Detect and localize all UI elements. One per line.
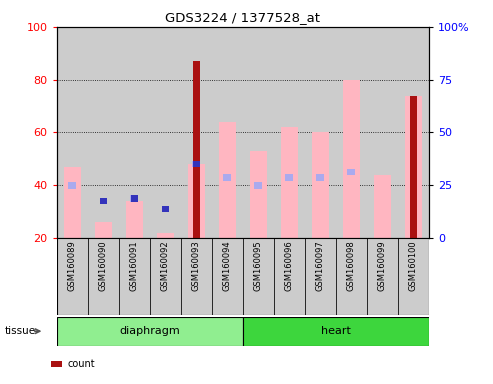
Bar	[243, 27, 274, 238]
Text: GSM160099: GSM160099	[378, 240, 387, 291]
Text: GSM160100: GSM160100	[409, 240, 418, 291]
Bar	[250, 151, 267, 238]
Text: GSM160092: GSM160092	[161, 240, 170, 291]
Bar	[312, 132, 329, 238]
Bar	[254, 182, 262, 189]
Bar	[398, 238, 429, 315]
Bar	[405, 96, 422, 238]
Text: GSM160090: GSM160090	[99, 240, 108, 291]
Bar	[223, 174, 231, 180]
Bar	[410, 174, 417, 180]
Bar	[69, 182, 76, 189]
Bar	[343, 79, 360, 238]
Bar	[188, 164, 205, 238]
Bar	[130, 195, 138, 202]
Bar	[126, 201, 143, 238]
Bar	[281, 127, 298, 238]
Bar	[131, 195, 138, 202]
Bar	[212, 238, 243, 315]
Bar	[192, 161, 200, 167]
Text: GSM160096: GSM160096	[285, 240, 294, 291]
Bar	[181, 27, 212, 238]
Bar	[57, 238, 88, 315]
Bar	[274, 27, 305, 238]
Bar	[157, 233, 174, 238]
Bar	[57, 27, 88, 238]
Bar	[88, 238, 119, 315]
Bar	[285, 174, 293, 180]
Bar	[150, 27, 181, 238]
Bar	[193, 161, 200, 167]
Bar	[51, 361, 62, 367]
Bar	[57, 317, 243, 346]
Bar	[317, 174, 324, 180]
Bar	[305, 238, 336, 315]
Bar	[88, 27, 119, 238]
Text: GSM160094: GSM160094	[223, 240, 232, 291]
Bar	[243, 238, 274, 315]
Text: diaphragm: diaphragm	[119, 326, 180, 336]
Bar	[162, 206, 169, 212]
Bar	[95, 222, 112, 238]
Bar	[212, 27, 243, 238]
Bar	[150, 238, 181, 315]
Text: GSM160097: GSM160097	[316, 240, 325, 291]
Bar	[64, 167, 81, 238]
Text: count: count	[68, 359, 96, 369]
Bar	[374, 175, 391, 238]
Text: tissue: tissue	[5, 326, 36, 336]
Title: GDS3224 / 1377528_at: GDS3224 / 1377528_at	[165, 11, 320, 24]
Text: GSM160089: GSM160089	[68, 240, 77, 291]
Bar	[274, 238, 305, 315]
Bar	[219, 122, 236, 238]
Bar	[348, 169, 355, 175]
Bar	[336, 238, 367, 315]
Text: heart: heart	[321, 326, 351, 336]
Bar	[336, 27, 367, 238]
Bar	[119, 27, 150, 238]
Text: GSM160093: GSM160093	[192, 240, 201, 291]
Bar	[100, 198, 106, 204]
Bar	[367, 238, 398, 315]
Text: GSM160091: GSM160091	[130, 240, 139, 291]
Text: GSM160098: GSM160098	[347, 240, 356, 291]
Bar	[119, 238, 150, 315]
Bar	[398, 27, 429, 238]
Bar	[193, 61, 200, 238]
Bar	[305, 27, 336, 238]
Bar	[410, 96, 417, 238]
Bar	[181, 238, 212, 315]
Bar	[243, 317, 429, 346]
Bar	[367, 27, 398, 238]
Text: GSM160095: GSM160095	[254, 240, 263, 291]
